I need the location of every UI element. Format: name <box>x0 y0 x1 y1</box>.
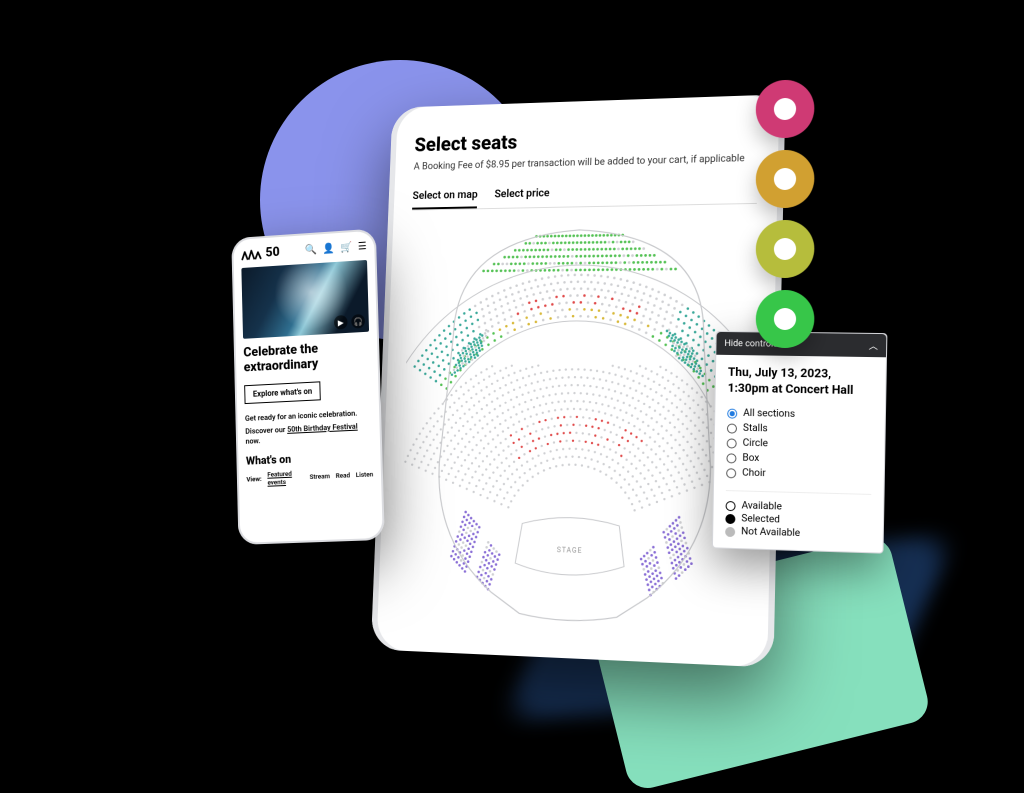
view-featured[interactable]: Featured events <box>267 469 304 487</box>
section-label: Circle <box>743 438 768 450</box>
explore-button[interactable]: Explore what's on <box>244 381 321 404</box>
hero-image: ▶ 🎧 <box>241 260 369 339</box>
seat-legend: Available Selected Not Available <box>725 490 871 542</box>
legend-na-dot <box>725 527 735 537</box>
view-read[interactable]: Read <box>336 472 351 481</box>
phone-device: 50 🔍 👤 🛒 ☰ ▶ 🎧 Celebrate the extraordina… <box>231 229 385 545</box>
view-label: View: <box>246 475 261 484</box>
section-label: Choir <box>742 468 766 480</box>
color-ring <box>756 290 814 348</box>
color-rings <box>756 79 814 348</box>
view-listen[interactable]: Listen <box>356 471 374 480</box>
color-ring <box>756 149 814 208</box>
tab-select-price[interactable]: Select price <box>494 186 550 208</box>
brand-text: 50 <box>265 245 280 261</box>
radio-icon <box>727 423 737 433</box>
color-ring <box>756 79 814 138</box>
cart-icon[interactable]: 🛒 <box>340 242 352 254</box>
tab-select-map[interactable]: Select on map <box>412 188 478 209</box>
legend-selected-dot <box>725 514 735 524</box>
search-icon[interactable]: 🔍 <box>305 244 317 256</box>
copy2b: now. <box>245 436 260 446</box>
legend-selected: Selected <box>741 514 780 526</box>
hero-headline: Celebrate the extraordinary <box>243 340 370 377</box>
copy-line-2: Discover our 50th Birthday Festival now. <box>245 421 372 447</box>
radio-icon <box>727 438 737 448</box>
whats-on-heading: What's on <box>246 449 373 468</box>
legend-available: Available <box>741 501 781 513</box>
festival-link[interactable]: 50th Birthday Festival <box>287 422 358 434</box>
audio-icon[interactable]: 🎧 <box>351 314 365 329</box>
section-option[interactable]: Choir <box>726 465 872 484</box>
account-icon[interactable]: 👤 <box>322 243 334 255</box>
section-label: Box <box>742 453 759 464</box>
radio-icon <box>726 453 736 463</box>
play-icon[interactable]: ▶ <box>334 315 348 330</box>
page-title: Select seats <box>414 123 758 156</box>
legend-available-dot <box>726 501 736 511</box>
section-label: All sections <box>743 408 795 420</box>
radio-icon <box>726 468 736 478</box>
seatmap[interactable]: STAGE <box>396 214 756 634</box>
booking-fee-note: A Booking Fee of $8.95 per transaction w… <box>414 153 758 173</box>
menu-icon[interactable]: ☰ <box>358 241 367 252</box>
svg-text:STAGE: STAGE <box>557 546 583 555</box>
brand-logo: 50 <box>241 245 280 262</box>
controls-panel: Hide controls ︿ Thu, July 13, 2023, 1:30… <box>712 331 887 554</box>
chevron-up-icon: ︿ <box>869 339 878 352</box>
color-ring <box>756 220 814 279</box>
section-label: Stalls <box>743 423 768 434</box>
event-datetime: Thu, July 13, 2023, 1:30pm at Concert Ha… <box>728 365 874 399</box>
radio-icon <box>727 408 737 418</box>
seat-tabs: Select on map Select price <box>412 182 757 211</box>
view-filter-row: View: Featured events Stream Read Listen <box>246 467 373 488</box>
view-stream[interactable]: Stream <box>310 472 330 481</box>
copy2a: Discover our <box>245 425 287 436</box>
legend-na: Not Available <box>741 526 800 539</box>
